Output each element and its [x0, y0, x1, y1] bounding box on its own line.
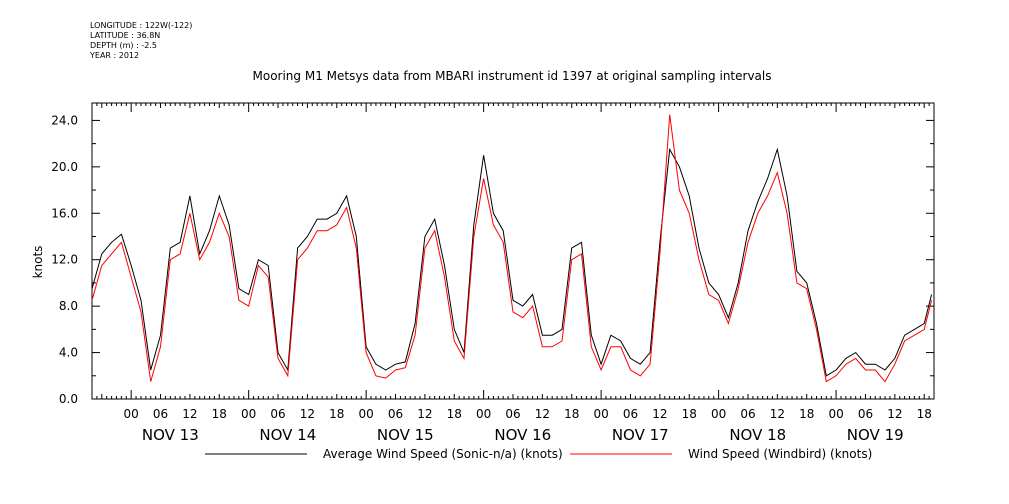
axis-ticks	[92, 103, 934, 400]
x-hour-label: 18	[799, 407, 814, 421]
x-hour-label: 06	[388, 407, 403, 421]
legend-label-wind-speed-windbird: Wind Speed (Windbird) (knots)	[688, 447, 872, 461]
x-hour-label: 12	[535, 407, 550, 421]
chart-title: Mooring M1 Metsys data from MBARI instru…	[253, 69, 772, 83]
x-hour-label: 12	[887, 407, 902, 421]
series-line-average-wind-speed	[91, 147, 933, 377]
x-tick-labels: 00 06 12 18 00 06 12 18 00 06 12 18 00 06 12 18 00 06 12 18…	[124, 407, 932, 444]
x-hour-label: 00	[124, 407, 139, 421]
x-hour-label: 06	[740, 407, 755, 421]
x-hour-label: 18	[212, 407, 227, 421]
x-hour-label: 18	[447, 407, 462, 421]
legend-label-average-wind-speed: Average Wind Speed (Sonic-n/a) (knots)	[323, 447, 563, 461]
depth-label: DEPTH (m) : -2.5	[90, 41, 157, 50]
y-tick-label: 12.0	[51, 253, 78, 267]
x-hour-label: 00	[593, 407, 608, 421]
year-label: YEAR : 2012	[90, 51, 140, 60]
x-hour-label: 18	[564, 407, 579, 421]
x-hour-label: 18	[917, 407, 932, 421]
x-hour-label: 18	[329, 407, 344, 421]
x-day-label: NOV 19	[847, 426, 904, 444]
plot-frame	[91, 102, 935, 400]
x-hour-label: 00	[358, 407, 373, 421]
longitude-label: LONGITUDE : 122W(-122)	[90, 21, 193, 30]
metadata-block: LONGITUDE : 122W(-122) LATITUDE : 36.8N …	[90, 21, 192, 61]
x-day-label: NOV 17	[612, 426, 669, 444]
y-tick-labels: 0.0 4.0 8.0 12.0 16.0 20.0 24.0	[51, 113, 78, 406]
x-hour-label: 00	[241, 407, 256, 421]
y-tick-label: 24.0	[51, 113, 78, 127]
x-hour-label: 06	[858, 407, 873, 421]
y-tick-label: 16.0	[51, 206, 78, 220]
x-hour-label: 06	[153, 407, 168, 421]
y-tick-label: 4.0	[59, 346, 78, 360]
x-day-label: NOV 13	[142, 426, 199, 444]
legend: Average Wind Speed (Sonic-n/a) (knots) W…	[205, 447, 872, 461]
x-hour-label: 00	[476, 407, 491, 421]
series-lines	[91, 114, 933, 383]
y-tick-label: 20.0	[51, 160, 78, 174]
x-hour-label: 18	[682, 407, 697, 421]
y-tick-label: 8.0	[59, 299, 78, 313]
x-day-label: NOV 14	[259, 426, 316, 444]
x-hour-label: 12	[417, 407, 432, 421]
x-hour-label: 06	[505, 407, 520, 421]
latitude-label: LATITUDE : 36.8N	[90, 31, 161, 40]
y-axis-label: knots	[31, 246, 45, 279]
y-tick-label: 0.0	[59, 392, 78, 406]
x-day-label: NOV 16	[494, 426, 551, 444]
x-hour-label: 12	[652, 407, 667, 421]
x-day-label: NOV 15	[377, 426, 434, 444]
x-hour-label: 00	[828, 407, 843, 421]
series-line-wind-speed-windbird	[91, 114, 933, 383]
x-hour-label: 12	[182, 407, 197, 421]
x-hour-label: 12	[770, 407, 785, 421]
x-hour-label: 06	[623, 407, 638, 421]
x-hour-label: 00	[711, 407, 726, 421]
x-day-label: NOV 18	[729, 426, 786, 444]
x-hour-label: 12	[300, 407, 315, 421]
x-hour-label: 06	[270, 407, 285, 421]
